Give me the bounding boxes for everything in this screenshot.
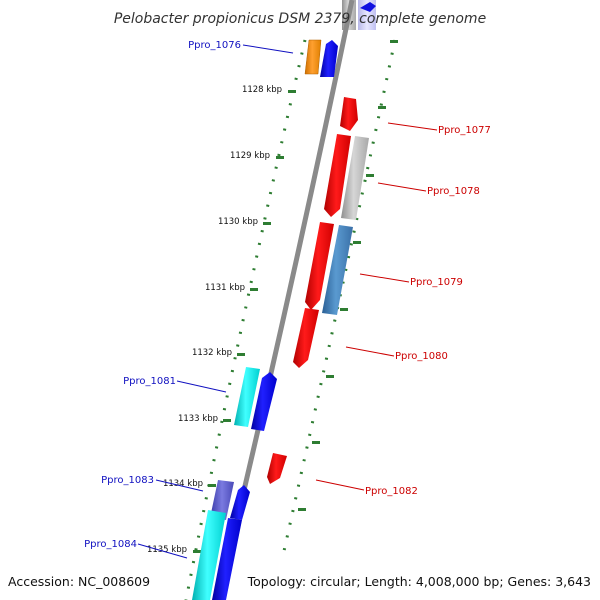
gene-labels: Ppro_1076 Ppro_1077 Ppro_1078 Ppro_1079 … [84, 40, 491, 550]
gene-ppro-1078[interactable] [324, 134, 351, 217]
tick-right-3 [366, 174, 374, 177]
gene-label-ppro-1083[interactable]: Ppro_1083 [101, 475, 154, 486]
gene-ppro-1078-grey [341, 136, 369, 220]
kbp-label: 1130 kbp [218, 217, 258, 227]
major-ticks [193, 40, 398, 553]
tick-right-4 [353, 241, 361, 244]
kbp-label: 1135 kbp [147, 545, 187, 555]
gene-label-ppro-1078[interactable]: Ppro_1078 [427, 186, 480, 197]
gene-ppro-1079[interactable] [305, 222, 334, 310]
tick-1135 [193, 550, 201, 553]
tick-1129 [276, 156, 284, 159]
leader-ppro-1078 [377, 182, 427, 192]
leader-ppro-1080 [345, 346, 395, 357]
tick-1131 [250, 288, 258, 291]
gene-label-ppro-1081[interactable]: Ppro_1081 [123, 376, 176, 387]
gene-label-ppro-1084[interactable]: Ppro_1084 [84, 539, 137, 550]
kbp-label: 1133 kbp [178, 414, 218, 424]
tick-right-6 [326, 375, 334, 378]
kbp-labels: 1128 kbp 1129 kbp 1130 kbp 1131 kbp 1132… [147, 85, 282, 555]
gene-ppro-1084-cyan [192, 510, 226, 600]
leader-ppro-1077 [387, 122, 438, 131]
kbp-label: 1129 kbp [230, 151, 270, 161]
gene-ppro-1076-orange [304, 39, 322, 75]
tick-right-1 [390, 40, 398, 43]
tick-track-left [184, 39, 307, 600]
leader-ppro-1081 [176, 380, 227, 393]
tick-1128 [288, 90, 296, 93]
leader-ppro-1076 [242, 44, 294, 54]
leader-ppro-1083 [155, 479, 204, 492]
tick-1134 [208, 484, 216, 487]
kbp-label: 1128 kbp [242, 85, 282, 95]
gene-ppro-1083[interactable] [230, 485, 250, 520]
accession-text: Accession: NC_008609 [8, 574, 150, 589]
tick-right-2 [378, 106, 386, 109]
tick-1130 [263, 222, 271, 225]
topology-text: Topology: circular; Length: 4,008,000 bp… [247, 574, 591, 589]
tick-right-7 [312, 441, 320, 444]
gene-label-ppro-1079[interactable]: Ppro_1079 [410, 277, 463, 288]
leader-ppro-1079 [359, 273, 410, 283]
tick-right-5 [340, 308, 348, 311]
gene-ppro-1076[interactable] [320, 40, 338, 77]
tick-1133 [223, 419, 231, 422]
gene-ppro-1084[interactable] [212, 518, 242, 600]
label-leaders [137, 44, 438, 559]
leader-ppro-1082 [315, 479, 365, 491]
kbp-label: 1134 kbp [163, 479, 203, 489]
gene-ppro-1082[interactable] [267, 453, 287, 484]
gene-ppro-1077[interactable] [340, 97, 358, 131]
gene-label-ppro-1076[interactable]: Ppro_1076 [188, 40, 241, 51]
gene-arrow-top-blue [360, 2, 376, 12]
gene-ppro-1081-cyan [234, 367, 260, 427]
gene-ppro-1080[interactable] [293, 308, 319, 368]
leader-ppro-1084 [137, 543, 188, 559]
gene-label-ppro-1082[interactable]: Ppro_1082 [365, 486, 418, 497]
gene-ppro-1083-slate [210, 480, 234, 520]
map-title: Pelobacter propionicus DSM 2379, complet… [114, 11, 486, 27]
kbp-label: 1132 kbp [192, 348, 232, 358]
gene-ppro-1081[interactable] [251, 372, 277, 431]
gene-features [192, 39, 369, 600]
gene-label-ppro-1080[interactable]: Ppro_1080 [395, 351, 448, 362]
tick-right-8 [298, 508, 306, 511]
tick-1132 [237, 353, 245, 356]
gene-label-ppro-1077[interactable]: Ppro_1077 [438, 125, 491, 136]
gene-ppro-1079-steel [322, 225, 353, 315]
kbp-label: 1131 kbp [205, 283, 245, 293]
